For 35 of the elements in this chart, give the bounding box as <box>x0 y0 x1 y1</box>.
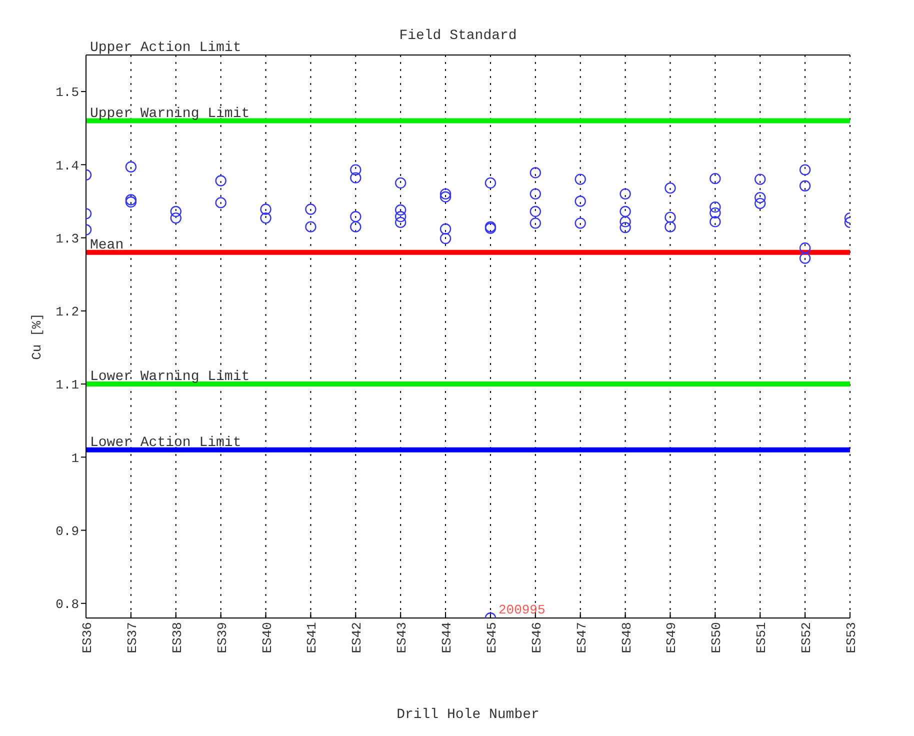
ref-line-label: Mean <box>90 237 124 254</box>
x-tick-label: ES45 <box>484 622 500 654</box>
x-tick-label: ES44 <box>440 622 455 654</box>
x-tick-label: ES51 <box>754 622 770 654</box>
ref-line-label: Lower Action Limit <box>90 434 242 451</box>
y-tick-label: 0.8 <box>56 596 79 612</box>
y-tick-label: 1.1 <box>56 378 80 393</box>
x-tick-label: ES43 <box>394 622 410 654</box>
ref-line-label: Upper Warning Limit <box>90 106 250 122</box>
y-tick-label: 1.2 <box>56 304 79 320</box>
y-tick-label: 1 <box>71 450 80 466</box>
y-tick-label: 1.3 <box>56 231 79 246</box>
x-tick-label: ES50 <box>709 622 724 654</box>
y-tick-label: 1.5 <box>56 85 79 100</box>
annotation: 200995 <box>498 602 546 618</box>
y-tick-label: 0.9 <box>56 524 79 539</box>
x-tick-label: ES52 <box>799 622 814 654</box>
x-tick-label: ES40 <box>260 622 275 654</box>
x-tick-label: ES46 <box>529 622 544 654</box>
x-tick-label: ES37 <box>124 622 140 654</box>
x-tick-label: ES38 <box>170 622 185 654</box>
x-tick-label: ES47 <box>574 622 590 654</box>
x-tick-label: ES42 <box>350 622 365 654</box>
ref-line-label: Upper Action Limit <box>90 40 242 56</box>
x-tick-label: ES53 <box>844 622 859 654</box>
x-tick-label: ES41 <box>304 622 320 654</box>
x-tick-label: ES36 <box>80 622 95 654</box>
x-axis-title: Drill Hole Number <box>396 707 540 723</box>
chart-title: Field Standard <box>399 28 517 44</box>
ref-line-label: Lower Warning Limit <box>90 369 250 386</box>
y-axis-title: Cu [%] <box>30 313 45 360</box>
x-tick-label: ES39 <box>214 622 230 654</box>
y-tick-label: 1.4 <box>56 158 80 174</box>
x-tick-label: ES49 <box>664 622 680 654</box>
x-tick-label: ES48 <box>619 622 634 654</box>
